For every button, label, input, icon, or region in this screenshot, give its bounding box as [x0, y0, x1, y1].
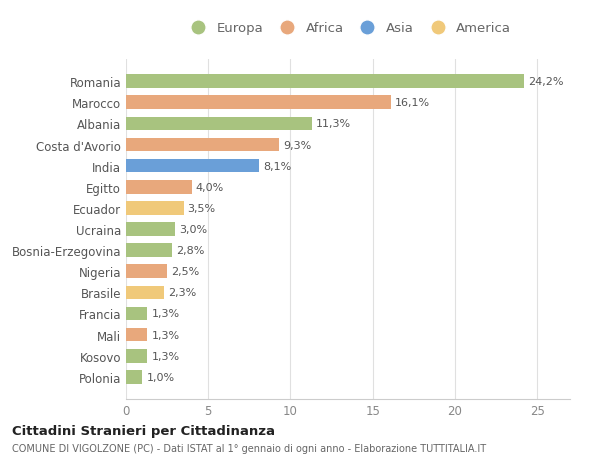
Bar [126, 286, 164, 300]
Bar [126, 117, 312, 131]
Legend: Europa, Africa, Asia, America: Europa, Africa, Asia, America [185, 22, 511, 35]
Text: 2,8%: 2,8% [176, 246, 205, 256]
Bar [126, 370, 142, 384]
Text: 3,5%: 3,5% [188, 203, 216, 213]
Text: Cittadini Stranieri per Cittadinanza: Cittadini Stranieri per Cittadinanza [12, 424, 275, 437]
Text: 11,3%: 11,3% [316, 119, 351, 129]
Bar [126, 202, 184, 215]
Text: COMUNE DI VIGOLZONE (PC) - Dati ISTAT al 1° gennaio di ogni anno - Elaborazione : COMUNE DI VIGOLZONE (PC) - Dati ISTAT al… [12, 443, 486, 453]
Text: 1,3%: 1,3% [151, 309, 179, 319]
Bar [126, 328, 148, 342]
Text: 9,3%: 9,3% [283, 140, 311, 150]
Text: 1,0%: 1,0% [146, 372, 175, 382]
Bar [126, 307, 148, 321]
Text: 1,3%: 1,3% [151, 330, 179, 340]
Bar [126, 223, 175, 236]
Text: 2,5%: 2,5% [171, 267, 199, 277]
Bar [126, 159, 259, 173]
Text: 2,3%: 2,3% [168, 288, 196, 298]
Text: 8,1%: 8,1% [263, 161, 292, 171]
Bar [126, 96, 391, 110]
Text: 24,2%: 24,2% [528, 77, 563, 87]
Text: 16,1%: 16,1% [395, 98, 430, 108]
Text: 3,0%: 3,0% [179, 224, 208, 235]
Text: 1,3%: 1,3% [151, 351, 179, 361]
Text: 4,0%: 4,0% [196, 182, 224, 192]
Bar [126, 75, 524, 89]
Bar [126, 244, 172, 257]
Bar [126, 349, 148, 363]
Bar [126, 180, 192, 194]
Bar [126, 265, 167, 279]
Bar [126, 138, 279, 152]
